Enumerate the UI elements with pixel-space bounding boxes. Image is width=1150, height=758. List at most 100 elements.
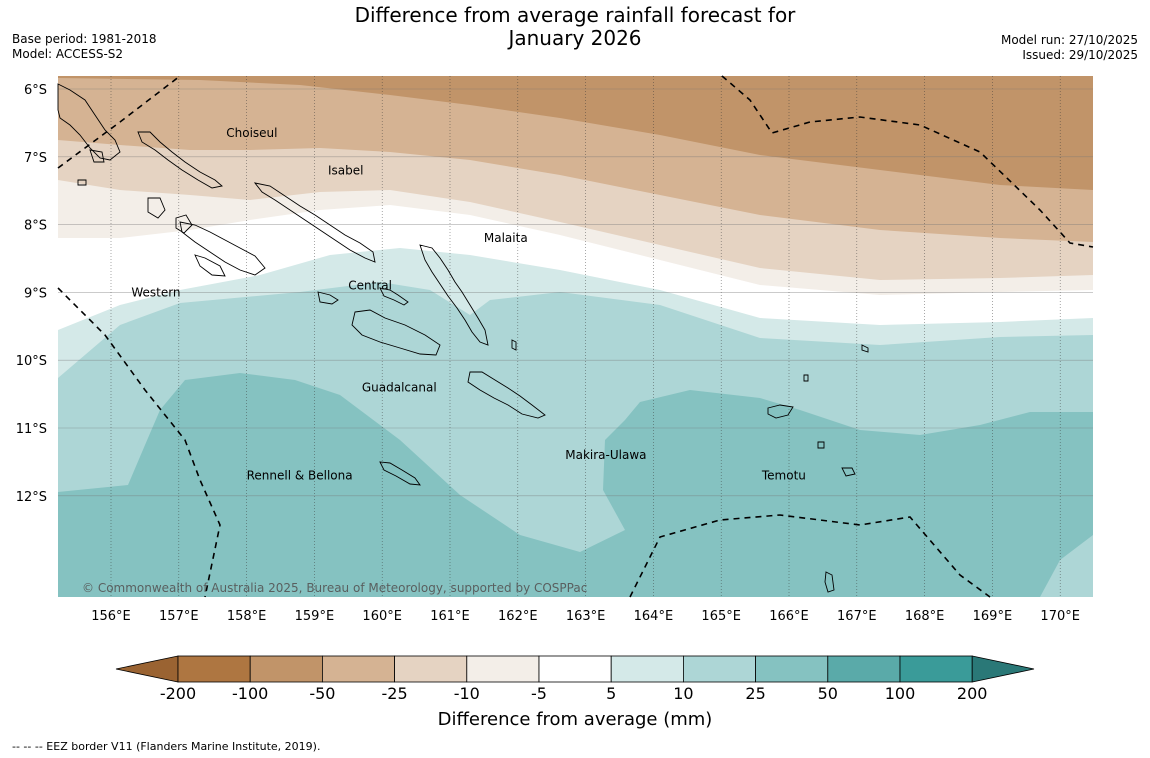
band-25-50-south	[1040, 535, 1093, 597]
eez-border-southeast	[629, 514, 991, 598]
issued-text: Issued: 29/10/2025	[1022, 48, 1138, 62]
province-label: Rennell & Bellona	[247, 468, 353, 482]
island-florida	[317, 291, 339, 305]
latitude-tick-label: 6°S	[24, 83, 47, 98]
province-label: Makira-Ulawa	[565, 448, 646, 462]
meta-right: Model run: 27/10/2025 Issued: 29/10/2025	[1001, 33, 1138, 63]
island-rendova	[194, 254, 226, 277]
island-shortlands	[89, 149, 105, 163]
longitude-tick-label: 164°E	[634, 609, 674, 624]
longitude-tick-label: 167°E	[837, 609, 877, 624]
province-label: Guadalcanal	[362, 380, 437, 394]
eez-legend-text: -- -- -- EEZ border V11 (Flanders Marine…	[12, 740, 321, 753]
island-makira	[467, 371, 546, 419]
island-santa-cruz	[767, 404, 794, 419]
island-new-georgia	[179, 221, 266, 276]
colorbar-tick-label: -25	[381, 684, 408, 703]
colorbar-segment	[177, 655, 251, 683]
colorbar-tick-label: 5	[606, 684, 617, 703]
title-line-2: January 2026	[508, 26, 642, 50]
colorbar-segment	[755, 655, 829, 683]
colorbar-segment	[394, 655, 468, 683]
gridlines	[58, 76, 1093, 597]
longitude-tick-label: 168°E	[905, 609, 945, 624]
island-russell	[379, 287, 409, 306]
longitude-tick-label: 162°E	[498, 609, 538, 624]
colorbar-tick-label: 50	[817, 684, 838, 703]
colorbar-title: Difference from average (mm)	[437, 709, 713, 730]
longitude-tick-labels: 156°E 157°E 158°E 159°E 160°E 161°E 162°E 163°E…	[91, 609, 1080, 624]
meta-left: Base period: 1981-2018 Model: ACCESS-S2	[12, 32, 157, 62]
latitude-tick-label: 12°S	[16, 490, 47, 505]
latitude-tick-label: 10°S	[16, 354, 47, 369]
islands	[57, 83, 869, 593]
latitude-tick-label: 11°S	[16, 422, 47, 437]
eez-border-northwest	[57, 75, 181, 169]
colorbar-tick-label: 200	[956, 684, 988, 703]
latitude-tick-label: 8°S	[24, 219, 47, 234]
colorbar-segment	[827, 655, 901, 683]
longitude-tick-label: 160°E	[362, 609, 402, 624]
eez-border-northeast	[721, 75, 1094, 248]
island-isabel	[253, 182, 376, 263]
island-utupua	[817, 441, 825, 449]
longitude-tick-label: 156°E	[91, 609, 131, 624]
island-choiseul	[137, 131, 223, 189]
province-label: Isabel	[328, 163, 363, 177]
colorbar-tick-label: -10	[453, 684, 480, 703]
island-ulawa	[511, 339, 517, 351]
longitude-tick-label: 169°E	[973, 609, 1013, 624]
province-label: Central	[348, 279, 392, 293]
island-kolombangara	[175, 214, 193, 234]
longitude-tick-label: 163°E	[566, 609, 606, 624]
colorbar-extend-high	[971, 655, 1035, 683]
island-vella-lavella	[147, 197, 166, 219]
longitude-tick-label: 157°E	[159, 609, 199, 624]
province-label: Temotu	[761, 468, 806, 482]
band-minus100-minus50	[58, 76, 1093, 190]
colorbar-tick-label: -100	[232, 684, 269, 703]
longitude-tick-label: 159°E	[295, 609, 335, 624]
colorbar-tick-label: -200	[159, 684, 197, 703]
colorbar-tick-label: 25	[745, 684, 766, 703]
colorbar-segment	[466, 655, 540, 683]
longitude-tick-label: 166°E	[769, 609, 809, 624]
colorbar	[115, 655, 1035, 683]
longitude-tick-label: 165°E	[701, 609, 741, 624]
island-guadalcanal	[351, 309, 441, 356]
longitude-tick-label: 161°E	[430, 609, 470, 624]
latitude-tick-labels: 6°S 7°S 8°S 9°S 10°S 11°S 12°S	[16, 83, 47, 505]
colorbar-segment	[249, 655, 323, 683]
latitude-tick-label: 9°S	[24, 286, 47, 301]
longitude-tick-label: 158°E	[227, 609, 267, 624]
colorbar-tick-label: 100	[884, 684, 916, 703]
province-label: Choiseul	[226, 126, 277, 140]
colorbar-tick-label: -50	[309, 684, 336, 703]
colorbar-segment	[538, 655, 612, 683]
title-line-1: Difference from average rainfall forecas…	[354, 3, 796, 27]
map-fill	[58, 76, 1093, 597]
chart-title: Difference from average rainfall forecas…	[0, 4, 1150, 50]
island-malaita	[419, 244, 489, 346]
island-reef-north	[803, 374, 809, 382]
eez-borders	[57, 75, 1094, 598]
eez-border-west	[57, 287, 221, 598]
colorbar-segment	[610, 655, 684, 683]
province-labels: Choiseul Isabel Malaita Central Western Guada…	[131, 126, 806, 482]
model-text: Model: ACCESS-S2	[12, 47, 124, 61]
colorbar-segment	[683, 655, 757, 683]
colorbar-segment	[321, 655, 395, 683]
island-bougainville	[57, 83, 121, 161]
colorbar-extend-low	[115, 655, 179, 683]
base-period-text: Base period: 1981-2018	[12, 32, 157, 46]
colorbar-tick-label: -5	[531, 684, 547, 703]
island-small-west	[77, 179, 87, 186]
island-vanikoro	[841, 467, 856, 477]
longitude-tick-label: 170°E	[1040, 609, 1080, 624]
island-rennell	[379, 461, 421, 486]
colorbar-segment	[899, 655, 973, 683]
province-label: Malaita	[484, 231, 528, 245]
colorbar-tick-label: 10	[673, 684, 694, 703]
province-label: Western	[131, 285, 180, 299]
